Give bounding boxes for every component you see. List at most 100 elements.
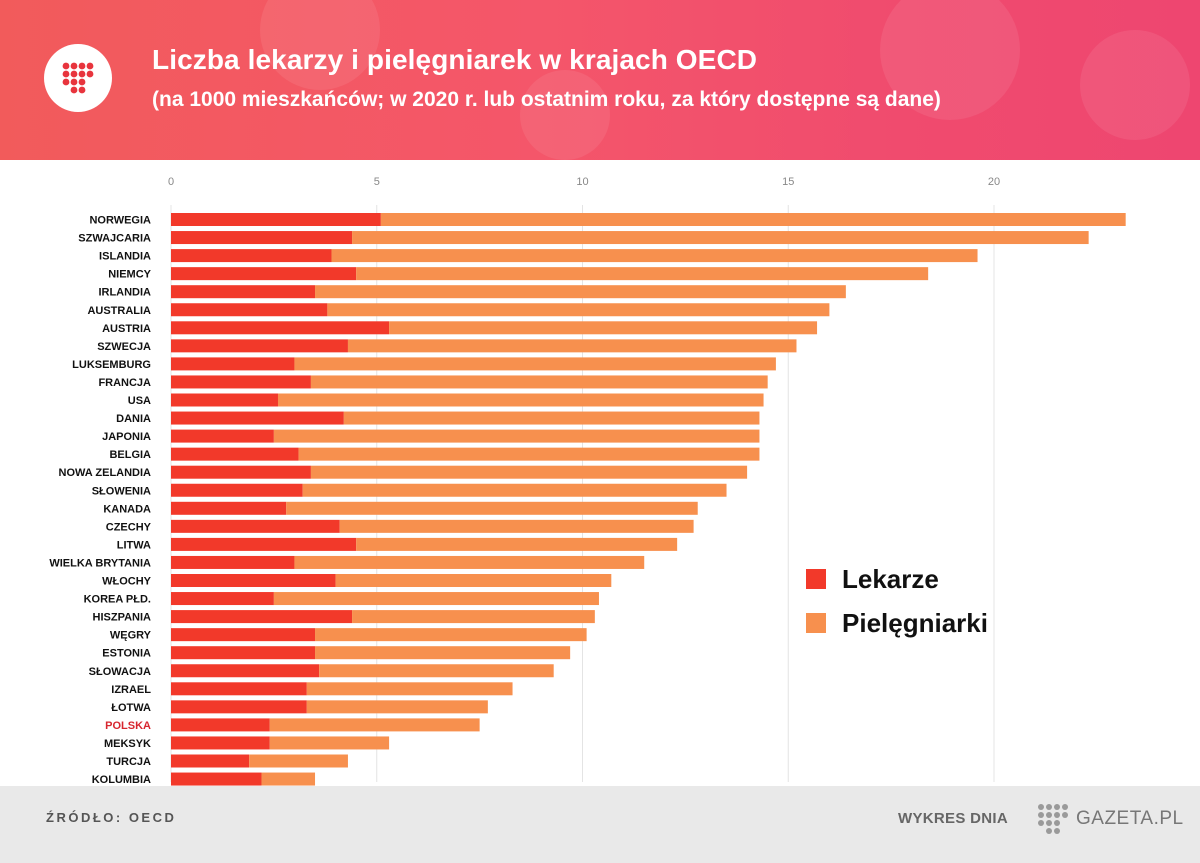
bar-doctors <box>171 574 336 587</box>
category-label: KOREA PŁD. <box>84 594 151 606</box>
category-label: SZWAJCARIA <box>78 233 151 245</box>
category-label: LITWA <box>117 539 151 551</box>
background-photo-shape <box>520 70 610 160</box>
header-banner: Liczba lekarzy i pielęgniarek w krajach … <box>0 0 1200 160</box>
category-label: AUSTRALIA <box>87 305 151 317</box>
bar-nurses <box>310 375 768 389</box>
category-label: SZWECJA <box>97 341 151 353</box>
bar-nurses <box>343 411 760 425</box>
bar-nurses <box>269 736 390 750</box>
bar-doctors <box>171 646 316 660</box>
bar-nurses <box>347 339 797 353</box>
legend-label-doctors: Lekarze <box>842 563 939 594</box>
bar-doctors <box>171 592 274 606</box>
bar-nurses <box>356 267 929 281</box>
chart-of-day-label: WYKRES DNIA <box>898 810 1008 827</box>
category-label: BELGIA <box>109 449 151 461</box>
bar-nurses <box>352 231 1089 245</box>
x-tick-label: 20 <box>988 176 1000 188</box>
bar-nurses <box>339 519 694 533</box>
chart-subtitle: (na 1000 mieszkańców; w 2020 r. lub osta… <box>152 88 941 111</box>
bar-nurses <box>315 285 846 299</box>
bar-nurses <box>294 555 645 569</box>
bar-doctors <box>171 610 353 624</box>
bar-doctors <box>171 664 320 678</box>
bar-doctors <box>171 267 357 281</box>
category-label: ISLANDIA <box>99 251 151 263</box>
category-label: LUKSEMBURG <box>72 359 151 371</box>
bar-nurses <box>319 664 554 678</box>
bar-nurses <box>261 772 316 786</box>
bar-doctors <box>171 429 274 443</box>
bar-doctors <box>171 213 381 226</box>
category-label: NOWA ZELANDIA <box>59 467 152 479</box>
bar-nurses <box>315 628 587 642</box>
bar-doctors <box>171 736 270 750</box>
bar-doctors <box>171 718 270 732</box>
gazeta-logo-icon <box>1038 804 1068 834</box>
category-label: JAPONIA <box>102 431 151 443</box>
footer: ŹRÓDŁO: OECD WYKRES DNIA GAZETA.PL <box>0 786 1200 863</box>
category-label: SŁOWACJA <box>89 666 151 678</box>
category-label: USA <box>128 395 151 407</box>
bar-doctors <box>171 447 299 461</box>
bar-doctors <box>171 303 328 317</box>
category-label: ESTONIA <box>102 648 151 660</box>
category-label: CZECHY <box>106 521 152 533</box>
chart-legend: Lekarze Pielęgniarki <box>806 560 988 648</box>
bar-doctors <box>171 231 353 245</box>
bar-doctors <box>171 465 311 479</box>
brand-name: GAZETA.PL <box>1076 808 1184 829</box>
category-label: NORWEGIA <box>89 215 151 227</box>
category-label: TURCJA <box>106 756 151 768</box>
chart-title: Liczba lekarzy i pielęgniarek w krajach … <box>152 44 758 75</box>
bar-nurses <box>269 718 480 732</box>
bar-nurses <box>327 303 830 317</box>
bar-doctors <box>171 772 262 786</box>
category-label: KANADA <box>103 503 151 515</box>
bar-doctors <box>171 285 316 299</box>
category-label: IZRAEL <box>111 684 151 696</box>
bar-doctors <box>171 700 307 714</box>
legend-swatch-nurses <box>806 613 826 633</box>
category-label: KOLUMBIA <box>92 774 151 786</box>
category-label: NIEMCY <box>108 269 151 281</box>
legend-swatch-doctors <box>806 569 826 589</box>
bar-nurses <box>356 537 678 551</box>
bar-nurses <box>310 465 748 479</box>
bar-doctors <box>171 249 332 263</box>
category-label: ŁOTWA <box>111 702 151 714</box>
bar-doctors <box>171 682 307 696</box>
bar-chart: 0 5 10 15 20 NORWEGIA SZWAJCARIA ISLANDIA NIEMCY… <box>49 176 1126 786</box>
bar-nurses <box>315 646 571 660</box>
bar-nurses <box>302 483 727 497</box>
bar-nurses <box>273 592 599 606</box>
bar-doctors <box>171 555 295 569</box>
x-tick-label: 15 <box>782 176 794 188</box>
category-label: IRLANDIA <box>98 287 151 299</box>
category-label: FRANCJA <box>98 377 151 389</box>
x-tick-label: 5 <box>374 176 380 188</box>
bar-doctors <box>171 411 344 425</box>
category-label: DANIA <box>116 413 151 425</box>
bar-doctors <box>171 321 390 335</box>
category-label: MEKSYK <box>104 738 151 750</box>
bar-nurses <box>306 682 513 696</box>
bar-nurses <box>286 501 698 515</box>
legend-item-nurses: Pielęgniarki <box>806 604 988 642</box>
x-tick-label: 10 <box>576 176 588 188</box>
bar-doctors <box>171 393 278 407</box>
bar-doctors <box>171 628 316 642</box>
source-note: ŹRÓDŁO: OECD <box>46 810 177 825</box>
bar-nurses <box>331 249 978 263</box>
bar-doctors <box>171 501 287 515</box>
category-label: WŁOCHY <box>102 576 152 588</box>
bar-nurses <box>277 393 764 407</box>
bar-doctors <box>171 339 348 353</box>
background-photo-shape <box>1080 30 1190 140</box>
category-label: SŁOWENIA <box>92 485 151 497</box>
background-photo-shape <box>880 0 1020 120</box>
category-label: WĘGRY <box>110 630 152 642</box>
bar-nurses <box>273 429 760 443</box>
bar-nurses <box>389 321 818 335</box>
